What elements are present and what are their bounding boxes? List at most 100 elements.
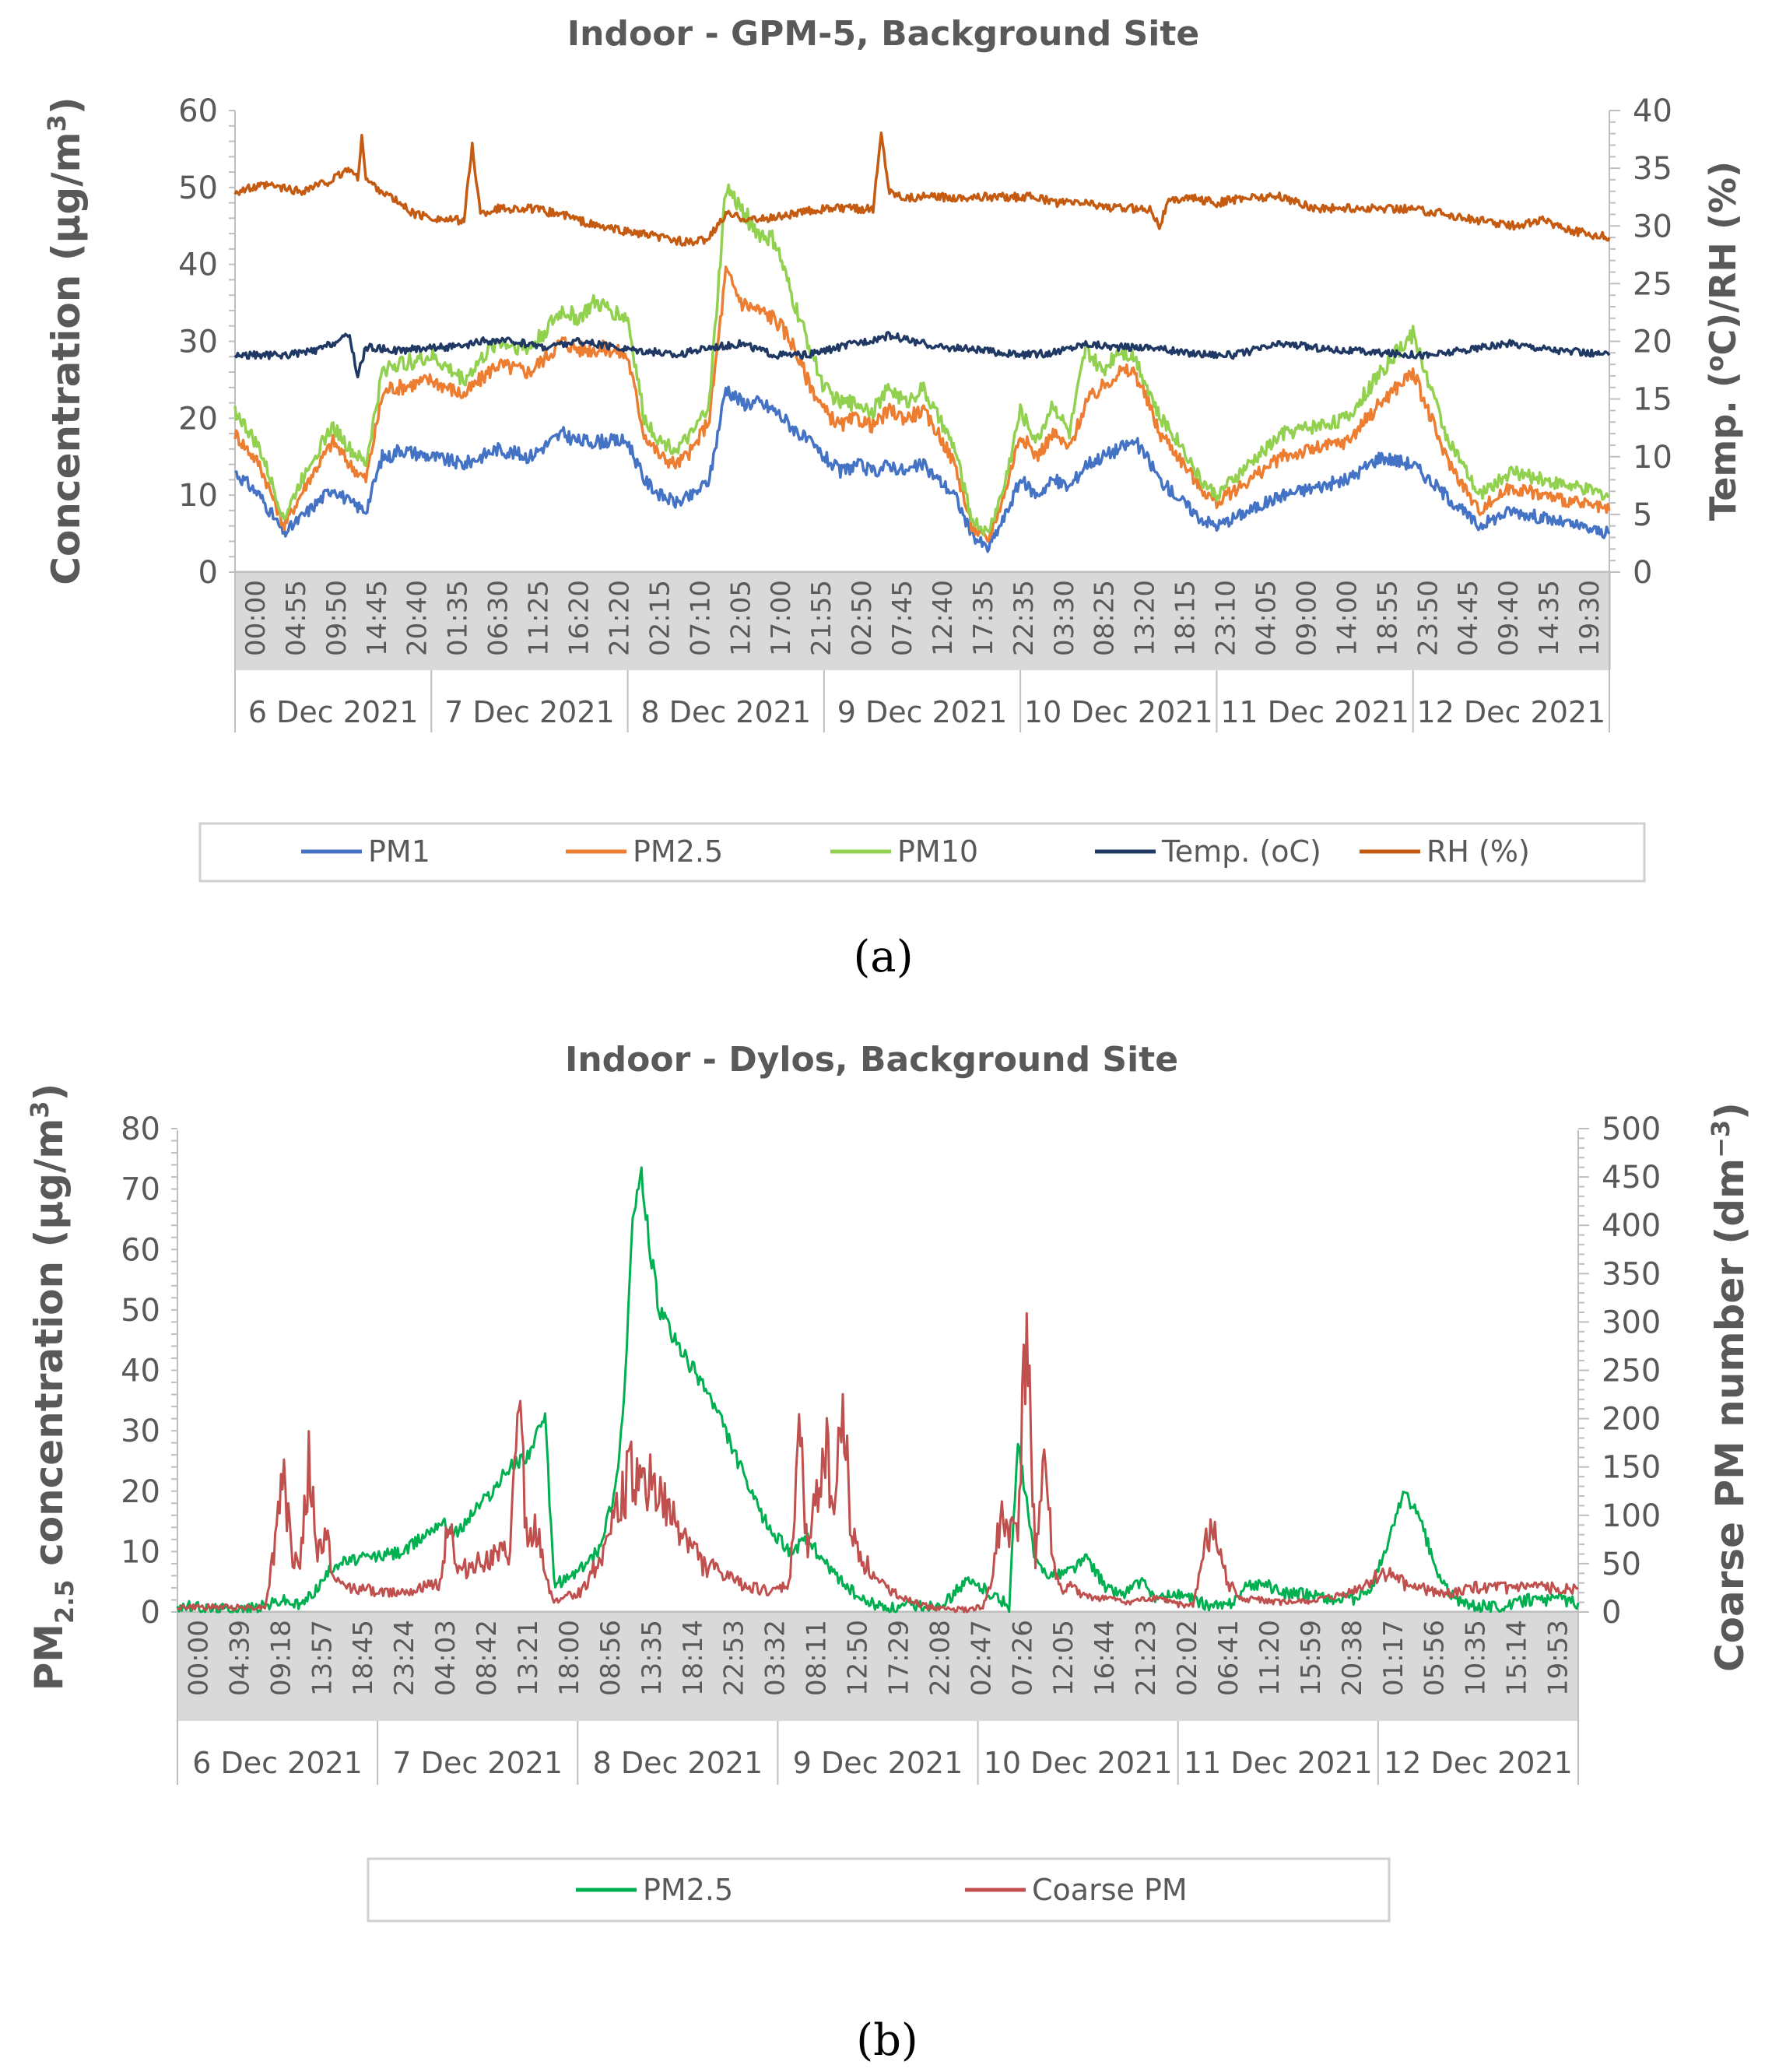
a-day-label: 11 Dec 2021 bbox=[1220, 695, 1409, 729]
b-time-tick-label: 17:29 bbox=[883, 1620, 914, 1696]
chart-a-y-axis-label: Concentration (µg/m3) bbox=[42, 97, 89, 585]
b-time-tick-label: 22:08 bbox=[925, 1620, 956, 1696]
a-y2tick-label: 35 bbox=[1633, 151, 1672, 187]
b-ytick-label: 30 bbox=[121, 1414, 160, 1449]
b-time-tick-label: 04:39 bbox=[224, 1620, 255, 1696]
chart-a-legend-entries: PM1 PM2.5 PM10 Temp. (oC) RH (%) bbox=[301, 834, 1530, 869]
a-time-tick-label: 11:25 bbox=[524, 580, 555, 656]
b-time-tick-label: 10:35 bbox=[1461, 1620, 1492, 1696]
chart-b-series bbox=[176, 1166, 1580, 1614]
a-ytick-label: 50 bbox=[178, 170, 218, 206]
b-time-tick-label: 03:32 bbox=[760, 1620, 791, 1696]
chart-b-legend-entries: PM2.5 Coarse PM bbox=[576, 1873, 1188, 1907]
b-y2tick-label: 400 bbox=[1602, 1208, 1661, 1244]
a-ytick-label: 10 bbox=[178, 478, 218, 514]
a-time-tick-label: 04:55 bbox=[281, 580, 312, 656]
a-series-rh-line bbox=[233, 131, 1611, 247]
chart-a-x-axis: 00:00 04:55 09:50 14:45 20:40 01:35 06:30 11:25… bbox=[240, 580, 1605, 656]
b-y2tick-label: 300 bbox=[1602, 1305, 1661, 1340]
a-ytick-label: 30 bbox=[178, 325, 218, 360]
b-ytick-label: 50 bbox=[121, 1293, 160, 1329]
b-time-tick-label: 12:05 bbox=[1048, 1620, 1079, 1696]
a-time-tick-label: 14:45 bbox=[362, 580, 393, 656]
a-y2tick-label: 5 bbox=[1633, 497, 1652, 533]
b-series-pm2-5-line bbox=[176, 1166, 1580, 1614]
a-time-tick-label: 07:45 bbox=[887, 580, 918, 656]
a-time-tick-label: 18:55 bbox=[1372, 580, 1403, 656]
chart-b-x-axis: 00:00 04:39 09:18 13:57 18:45 23:24 04:03 08:42… bbox=[183, 1620, 1574, 1696]
b-time-tick-label: 16:44 bbox=[1090, 1620, 1121, 1696]
b-time-tick-label: 21:23 bbox=[1131, 1620, 1162, 1696]
a-day-label: 8 Dec 2021 bbox=[640, 695, 811, 729]
chart-b-y-axis-label: PM2.5 concentration (µg/m3) bbox=[25, 1083, 79, 1691]
b-time-tick-label: 12:50 bbox=[843, 1620, 874, 1696]
b-day-label: 6 Dec 2021 bbox=[192, 1746, 363, 1780]
a-y2tick-label: 30 bbox=[1633, 209, 1672, 244]
b-time-tick-label: 05:56 bbox=[1419, 1620, 1451, 1696]
b-time-tick-label: 02:47 bbox=[966, 1620, 997, 1696]
panel-label-a: (a) bbox=[853, 932, 913, 982]
a-time-tick-label: 12:05 bbox=[725, 580, 756, 656]
a-time-tick-label: 08:25 bbox=[1090, 580, 1121, 656]
b-time-tick-label: 18:14 bbox=[678, 1620, 709, 1696]
a-series-pm2-5-line bbox=[233, 265, 1611, 543]
chart-b: Indoor - Dylos, Background Site 0 10 20 30 4… bbox=[25, 1040, 1753, 2066]
a-time-tick-label: 00:00 bbox=[240, 580, 272, 656]
a-day-label: 7 Dec 2021 bbox=[444, 695, 615, 729]
a-time-tick-label: 23:10 bbox=[1211, 580, 1242, 656]
a-time-tick-label: 09:00 bbox=[1291, 580, 1322, 656]
b-time-tick-label: 22:53 bbox=[719, 1620, 750, 1696]
chart-b-y-axis: 0 10 20 30 40 50 60 70 80 bbox=[121, 1112, 177, 1631]
b-day-label: 10 Dec 2021 bbox=[984, 1746, 1173, 1780]
b-time-tick-label: 15:59 bbox=[1296, 1620, 1327, 1696]
a-time-tick-label: 18:15 bbox=[1170, 580, 1202, 656]
b-time-tick-label: 00:00 bbox=[183, 1620, 214, 1696]
chart-a: Indoor - GPM-5, Background Site 0 10 20 30 4… bbox=[42, 14, 1744, 982]
chart-a-y-axis: 0 10 20 30 40 50 60 bbox=[178, 93, 235, 591]
a-legend-pm10-label: PM10 bbox=[897, 834, 978, 869]
chart-b-y2-axis-label: Coarse PM number (dm−3) bbox=[1706, 1102, 1753, 1672]
chart-b-day-axis: 6 Dec 2021 7 Dec 2021 8 Dec 2021 9 Dec 2021… bbox=[177, 1721, 1579, 1785]
a-legend-rh-label: RH (%) bbox=[1426, 834, 1530, 869]
a-y2tick-label: 20 bbox=[1633, 325, 1672, 360]
a-time-tick-label: 20:40 bbox=[402, 580, 433, 656]
chart-a-tick-band bbox=[235, 571, 1611, 670]
panel-label-b: (b) bbox=[856, 2015, 918, 2066]
a-time-tick-label: 23:50 bbox=[1412, 580, 1444, 656]
chart-a-y2-axis: 0 5 10 15 20 25 30 35 40 bbox=[1609, 93, 1672, 591]
a-y2tick-label: 0 bbox=[1633, 555, 1652, 591]
b-time-tick-label: 06:41 bbox=[1213, 1620, 1244, 1696]
b-ytick-label: 0 bbox=[141, 1595, 160, 1631]
a-time-tick-label: 21:55 bbox=[806, 580, 837, 656]
a-time-tick-label: 06:30 bbox=[483, 580, 514, 656]
b-y2tick-label: 150 bbox=[1602, 1450, 1661, 1486]
a-y2tick-label: 10 bbox=[1633, 440, 1672, 476]
a-time-tick-label: 09:50 bbox=[321, 580, 353, 656]
a-time-tick-label: 07:10 bbox=[685, 580, 716, 656]
b-day-label: 11 Dec 2021 bbox=[1184, 1746, 1373, 1780]
b-time-tick-label: 15:14 bbox=[1502, 1620, 1533, 1696]
a-time-tick-label: 04:05 bbox=[1251, 580, 1282, 656]
a-ytick-label: 20 bbox=[178, 401, 218, 437]
a-day-label: 6 Dec 2021 bbox=[248, 695, 419, 729]
b-y2tick-label: 500 bbox=[1602, 1112, 1661, 1147]
chart-b-tick-band bbox=[177, 1610, 1578, 1721]
b-legend-coarse-pm-label: Coarse PM bbox=[1032, 1873, 1188, 1907]
a-time-tick-label: 02:50 bbox=[847, 580, 878, 656]
b-time-tick-label: 11:20 bbox=[1254, 1620, 1286, 1696]
b-y2tick-label: 450 bbox=[1602, 1160, 1661, 1196]
a-time-tick-label: 22:35 bbox=[1009, 580, 1040, 656]
a-time-tick-label: 12:40 bbox=[928, 580, 959, 656]
b-y2tick-label: 200 bbox=[1602, 1402, 1661, 1438]
a-time-tick-label: 14:00 bbox=[1332, 580, 1363, 656]
a-y2tick-label: 15 bbox=[1633, 382, 1672, 418]
b-legend-pm2-5-label: PM2.5 bbox=[643, 1873, 733, 1907]
a-time-tick-label: 19:30 bbox=[1574, 580, 1605, 656]
a-y2tick-label: 40 bbox=[1633, 93, 1672, 129]
a-time-tick-label: 02:15 bbox=[644, 580, 675, 656]
b-time-tick-label: 13:35 bbox=[637, 1620, 668, 1696]
a-day-label: 9 Dec 2021 bbox=[837, 695, 1008, 729]
b-day-label: 9 Dec 2021 bbox=[793, 1746, 963, 1780]
a-series-temp-oc-line bbox=[233, 331, 1611, 379]
